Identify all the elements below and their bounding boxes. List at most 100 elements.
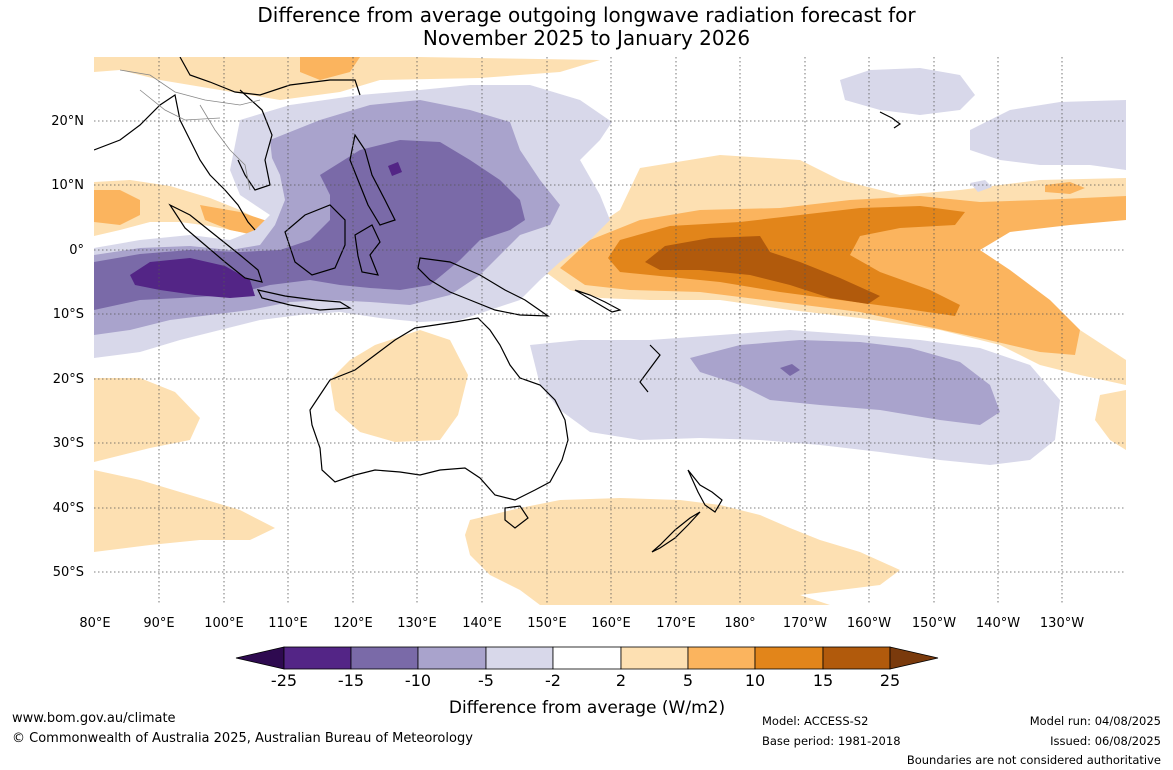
colorbar-tick-10: 10 — [745, 671, 765, 690]
lon-label-80e: 80°E — [79, 616, 110, 631]
colorbar-tick-m5: -5 — [478, 671, 494, 690]
anomaly-neg-core-15 — [130, 258, 255, 298]
anomaly-pos-south-east-pacific — [1095, 390, 1126, 450]
title-line-2: November 2025 to January 2026 — [422, 26, 751, 50]
lon-label-90e: 90°E — [143, 616, 174, 631]
coast-new-guinea — [417, 257, 551, 317]
anomaly-pos-southern-indian — [94, 378, 200, 462]
map-title: Difference from average outgoing longwav… — [0, 4, 1173, 50]
colorbar-segment-9 — [822, 646, 891, 670]
anomaly-neg-south-pacific-10 — [780, 364, 800, 376]
border-asia-3 — [139, 89, 221, 121]
lon-label-130e: 130°E — [397, 616, 437, 631]
coast-vanuatu-fiji — [639, 344, 661, 393]
lon-label-170w: 170°W — [783, 616, 827, 631]
longitude-labels: 80°E 90°E 100°E 110°E 120°E 130°E 140°E … — [79, 616, 1084, 631]
lon-label-120e: 120°E — [333, 616, 373, 631]
title-line-1: Difference from average outgoing longwav… — [257, 3, 916, 27]
anomaly-pos-equatorial-15 — [645, 236, 880, 304]
colorbar-tick-2: 2 — [616, 671, 626, 690]
coast-new-zealand-north — [687, 469, 723, 513]
lon-label-150w: 150°W — [912, 616, 956, 631]
colorbar-tick-15: 15 — [813, 671, 833, 690]
footer-base-period: Base period: 1981-2018 — [762, 734, 901, 748]
coast-tasmania — [504, 505, 529, 529]
lat-label-0: 0° — [69, 243, 84, 258]
anomaly-neg-north-pacific — [840, 68, 975, 115]
lon-label-160w: 160°W — [847, 616, 891, 631]
anomaly-neg-philippines-15 — [388, 162, 402, 176]
colorbar-tick-25: 25 — [880, 671, 900, 690]
colorbar-segment-2 — [350, 646, 419, 670]
footer-model-run: Model run: 04/08/2025 — [1029, 714, 1161, 728]
coast-china-east — [179, 57, 361, 96]
footer-copyright: © Commonwealth of Australia 2025, Austra… — [12, 731, 473, 746]
colorbar-segment-8 — [754, 646, 824, 670]
colorbar-tick-m2: -2 — [545, 671, 561, 690]
colorbar-segment-4 — [485, 646, 554, 670]
colorbar-extend-low — [235, 646, 285, 670]
lat-label-10n: 10°N — [51, 178, 84, 193]
lon-label-100e: 100°E — [204, 616, 244, 631]
anomaly-neg-north-east-pacific — [970, 100, 1126, 170]
anomaly-pos-australia — [330, 330, 468, 442]
colorbar-extend-high — [889, 646, 939, 670]
colorbar-segment-6 — [620, 646, 689, 670]
lat-label-30s: 30°S — [53, 436, 84, 451]
coast-indochina — [237, 89, 273, 191]
coast-philippines — [349, 133, 396, 226]
positive-anomaly-layer — [94, 57, 1126, 605]
anomaly-neg-east-pacific-small — [970, 180, 992, 192]
lon-label-140w: 140°W — [976, 616, 1020, 631]
lon-label-130w: 130°W — [1040, 616, 1084, 631]
colorbar-segment-3 — [417, 646, 487, 670]
anomaly-pos-indian-ocean-5 — [94, 190, 140, 225]
border-asia-1 — [119, 69, 261, 106]
colorbar-tick-m15: -15 — [338, 671, 364, 690]
lon-label-150e: 150°E — [527, 616, 567, 631]
border-asia-2 — [199, 104, 251, 191]
footer-url[interactable]: www.bom.gov.au/climate — [12, 711, 176, 726]
anomaly-pos-tasman — [465, 498, 900, 605]
coast-solomons — [574, 289, 622, 313]
coast-hawaii — [879, 111, 902, 129]
lat-label-20s: 20°S — [53, 372, 84, 387]
colorbar-title: Difference from average (W/m2) — [449, 698, 725, 718]
footer-issued: Issued: 06/08/2025 — [1050, 734, 1161, 748]
colorbar-tick-5: 5 — [683, 671, 693, 690]
lon-label-160e: 160°E — [591, 616, 631, 631]
coast-new-zealand-south — [651, 511, 701, 553]
lon-label-110e: 110°E — [268, 616, 308, 631]
colorbar-segment-5 — [552, 646, 622, 670]
lat-label-10s: 10°S — [53, 307, 84, 322]
lat-label-20n: 20°N — [51, 114, 84, 129]
coast-borneo — [284, 204, 346, 276]
anomaly-neg-south-pacific-5 — [690, 340, 1000, 425]
coastlines — [94, 57, 902, 553]
lon-label-180: 180° — [724, 616, 755, 631]
latitude-labels: 20°N 10°N 0° 10°S 20°S 30°S 40°S 50°S — [51, 114, 84, 580]
lon-label-170e: 170°E — [656, 616, 696, 631]
coast-java — [256, 289, 352, 311]
country-borders — [119, 69, 261, 191]
coast-sulawesi — [354, 224, 381, 276]
lon-label-140e: 140°E — [462, 616, 502, 631]
coast-sumatra — [168, 203, 263, 283]
anomaly-pos-north-asia — [94, 57, 600, 100]
coast-asia — [94, 94, 256, 231]
anomaly-pos-north-asia-mid — [300, 57, 360, 80]
footer-model: Model: ACCESS-S2 — [762, 714, 869, 728]
footer-disclaimer: Boundaries are not considered authoritat… — [906, 753, 1161, 767]
colorbar-segment-1 — [283, 646, 352, 670]
colorbar-tick-m25: -25 — [271, 671, 297, 690]
anomaly-pos-southern-indian-2 — [94, 470, 275, 552]
colorbar-tick-m10: -10 — [405, 671, 431, 690]
gridlines — [94, 57, 1126, 605]
colorbar-segment-7 — [687, 646, 756, 670]
map-panel — [94, 57, 1126, 605]
lat-label-50s: 50°S — [53, 565, 84, 580]
colorbar: -25 -15 -10 -5 -2 2 5 10 15 25 Differenc… — [235, 646, 939, 718]
lat-label-40s: 40°S — [53, 501, 84, 516]
coast-australia — [309, 317, 569, 501]
